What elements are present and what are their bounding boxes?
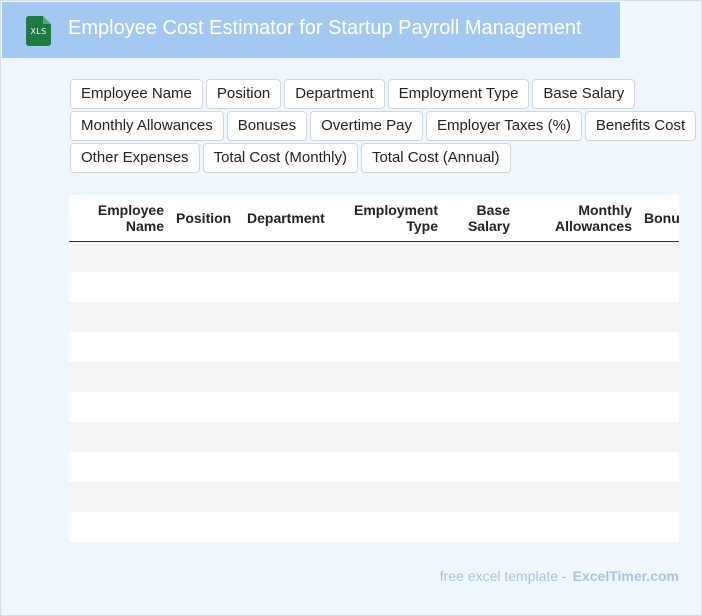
page-title: Employee Cost Estimator for Startup Payr… xyxy=(68,17,582,39)
table-row[interactable] xyxy=(69,361,679,392)
field-chip-base-salary[interactable]: Base Salary xyxy=(532,79,636,109)
table-header-row: Employee Name Position Department Employ… xyxy=(69,195,679,242)
xls-icon-label: XLS xyxy=(30,27,47,36)
column-header-base-salary[interactable]: Base Salary xyxy=(444,195,516,242)
field-chip-position[interactable]: Position xyxy=(205,79,282,109)
table-row[interactable] xyxy=(69,301,679,332)
field-chip-other-expenses[interactable]: Other Expenses xyxy=(70,143,200,173)
table-row[interactable] xyxy=(69,241,679,272)
field-chip-total-cost-annual[interactable]: Total Cost (Annual) xyxy=(360,143,511,173)
field-chip-overtime-pay[interactable]: Overtime Pay xyxy=(310,111,423,141)
field-chip-row: Employee Name Position Department Employ… xyxy=(70,79,690,109)
cost-table-container[interactable]: Employee Name Position Department Employ… xyxy=(69,195,679,542)
field-chip-benefits-cost[interactable]: Benefits Cost xyxy=(584,111,697,141)
field-chip-employee-name[interactable]: Employee Name xyxy=(70,79,203,109)
field-chip-row: Monthly Allowances Bonuses Overtime Pay … xyxy=(70,111,697,141)
footer-credit: free excel template - ExcelTimer.com xyxy=(440,568,679,584)
field-chip-employment-type[interactable]: Employment Type xyxy=(387,79,530,109)
header-bar: XLS Employee Cost Estimator for Startup … xyxy=(2,2,620,58)
column-header-department[interactable]: Department xyxy=(241,195,331,242)
footer-brand-link[interactable]: ExcelTimer.com xyxy=(572,568,679,584)
field-chip-row: Other Expenses Total Cost (Monthly) Tota… xyxy=(70,143,690,173)
table-row[interactable] xyxy=(69,421,679,452)
table-row[interactable] xyxy=(69,451,679,482)
column-header-bonuses[interactable]: Bonuses xyxy=(638,195,679,242)
field-chip-list: Employee Name Position Department Employ… xyxy=(70,79,697,175)
table-row[interactable] xyxy=(69,331,679,362)
table-row[interactable] xyxy=(69,511,679,542)
footer-prefix: free excel template - xyxy=(439,568,567,584)
table-row[interactable] xyxy=(69,481,679,512)
xls-file-icon: XLS xyxy=(26,16,51,46)
cost-table: Employee Name Position Department Employ… xyxy=(69,195,679,542)
column-header-monthly-allowances[interactable]: Monthly Allowances xyxy=(516,195,638,242)
field-chip-bonuses[interactable]: Bonuses xyxy=(226,111,308,141)
field-chip-monthly-allowances[interactable]: Monthly Allowances xyxy=(70,111,224,141)
table-row[interactable] xyxy=(69,271,679,302)
field-chip-employer-taxes[interactable]: Employer Taxes (%) xyxy=(425,111,582,141)
table-row[interactable] xyxy=(69,391,679,422)
column-header-employee-name[interactable]: Employee Name xyxy=(69,195,170,242)
field-chip-department[interactable]: Department xyxy=(284,79,385,109)
field-chip-total-cost-monthly[interactable]: Total Cost (Monthly) xyxy=(202,143,358,173)
column-header-position[interactable]: Position xyxy=(170,195,241,242)
column-header-employment-type[interactable]: Employment Type xyxy=(331,195,444,242)
